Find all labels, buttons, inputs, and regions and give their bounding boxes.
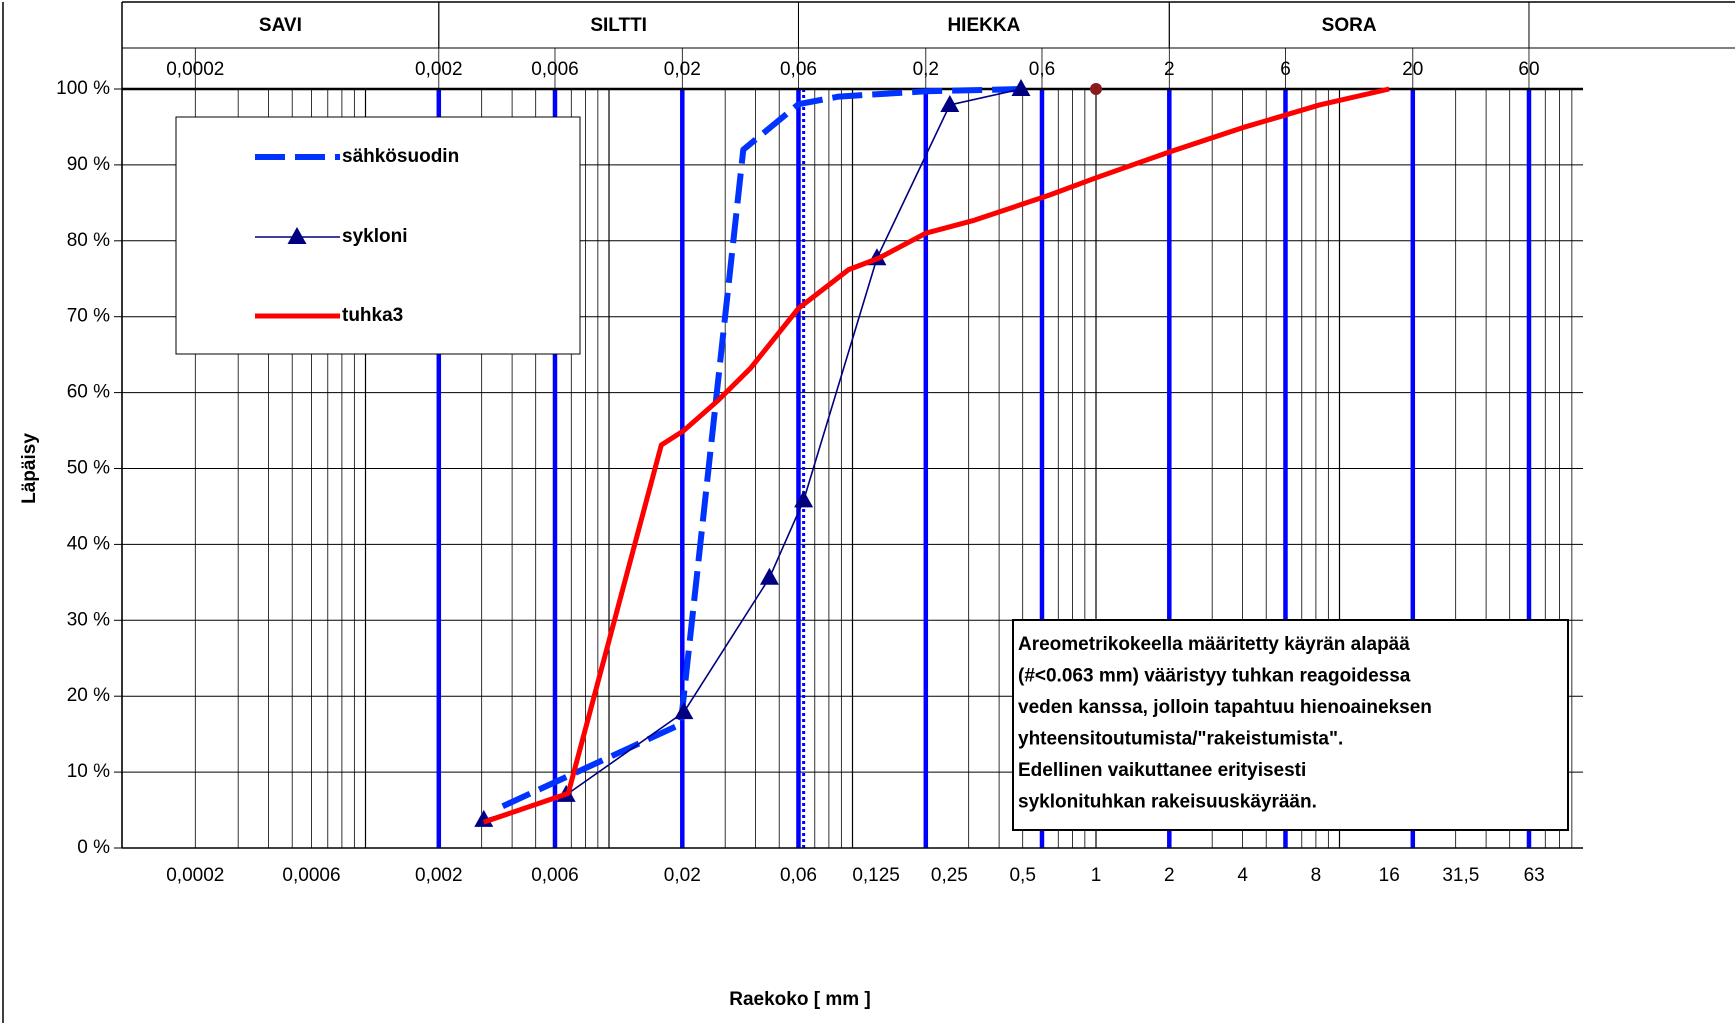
y-axis-label: Läpäisy [19, 433, 40, 504]
x-tick-label: 1 [1091, 865, 1102, 886]
x-tick-label: 0,25 [931, 865, 968, 886]
x-tick-label: 0,02 [664, 865, 701, 886]
x-tick-label: 0,06 [780, 865, 817, 886]
band-label: HIEKKA [947, 15, 1020, 36]
x2-tick-label: 0,6 [1029, 59, 1055, 80]
x2-tick-label: 0,006 [531, 59, 579, 80]
band-label: SAVI [259, 15, 302, 36]
annotation-line: syklonituhkan rakeisuuskäyrään. [1018, 792, 1317, 813]
x-tick-label: 0,006 [531, 865, 579, 886]
legend-marker [287, 227, 307, 244]
x-tick-label: 31,5 [1442, 865, 1479, 886]
annotation-line: Areometrikokeella määritetty käyrän alap… [1018, 634, 1410, 655]
x2-tick-label: 0,06 [780, 59, 817, 80]
x-tick-label: 0,125 [852, 865, 900, 886]
y-tick-label: 70 % [67, 306, 110, 327]
x-tick-label: 4 [1237, 865, 1248, 886]
y-tick-label: 80 % [67, 230, 110, 251]
annotation-line: veden kanssa, jolloin tapahtuu hienoaine… [1018, 697, 1432, 718]
legend-box [175, 116, 581, 355]
x-tick-label: 0,0006 [282, 865, 340, 886]
y-tick-label: 30 % [67, 609, 110, 630]
annotation-line: Edellinen vaikuttanee erityisesti [1018, 760, 1306, 781]
annotation-box [1012, 619, 1569, 831]
x2-tick-label: 60 [1518, 59, 1539, 80]
annotation-line: yhteensitoutumista/"rakeistumista". [1018, 729, 1343, 750]
x-tick-label: 63 [1524, 865, 1545, 886]
x-tick-label: 8 [1311, 865, 1322, 886]
y-tick-label: 50 % [67, 458, 110, 479]
x-tick-label: 16 [1379, 865, 1400, 886]
y-tick-label: 10 % [67, 761, 110, 782]
y-tick-label: 90 % [67, 154, 110, 175]
y-tick-label: 100 % [56, 78, 110, 99]
x-tick-label: 0,5 [1009, 865, 1035, 886]
y-tick-label: 40 % [67, 533, 110, 554]
legend-label: sähkösuodin [342, 146, 459, 167]
x2-tick-label: 0,2 [913, 59, 939, 80]
point [1011, 79, 1031, 96]
y-tick-label: 20 % [67, 685, 110, 706]
x-tick-label: 2 [1164, 865, 1175, 886]
point [794, 490, 814, 508]
annotation-line: (#<0.063 mm) vääristyy tuhkan reagoidess… [1018, 666, 1411, 687]
series-line [501, 86, 1023, 809]
series-line [483, 88, 1022, 821]
x-tick-label: 0,0002 [166, 865, 224, 886]
legend-label: sykloni [342, 226, 407, 247]
series-line [482, 86, 1390, 825]
point [759, 567, 779, 585]
marker-point [1090, 83, 1102, 95]
x2-tick-label: 6 [1280, 59, 1291, 80]
band-label: SORA [1322, 15, 1377, 36]
x-axis-label: Raekoko [ mm ] [729, 989, 870, 1010]
point [940, 94, 960, 112]
x2-tick-label: 20 [1402, 59, 1423, 80]
y-tick-label: 0 % [77, 837, 110, 858]
band-label: SILTTI [590, 15, 647, 36]
x2-tick-label: 0,0002 [166, 59, 224, 80]
x2-tick-label: 0,02 [664, 59, 701, 80]
legend-label: tuhka3 [342, 305, 403, 326]
y-tick-label: 60 % [67, 382, 110, 403]
x-tick-label: 0,002 [415, 865, 463, 886]
x2-tick-label: 0,002 [415, 59, 463, 80]
point [674, 702, 694, 720]
x2-tick-label: 2 [1164, 59, 1175, 80]
